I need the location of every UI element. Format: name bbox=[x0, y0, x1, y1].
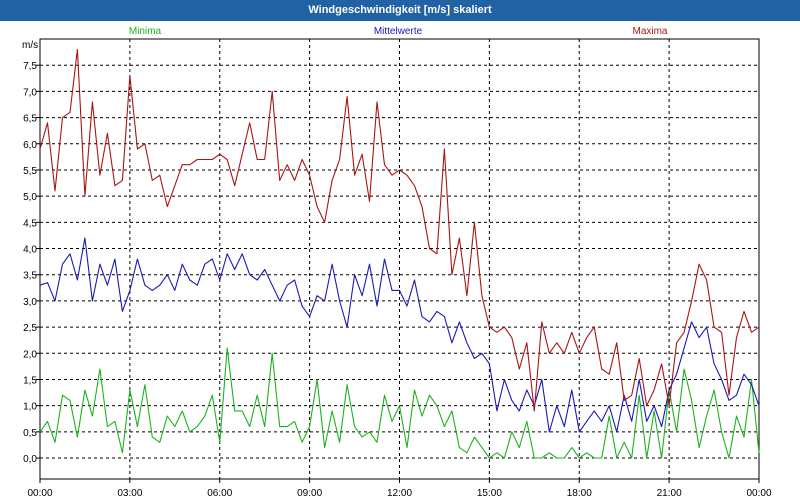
x-tick-time: 00:00 bbox=[27, 488, 52, 499]
series-line-mittelwerte bbox=[39, 237, 760, 433]
legend-maxima: Maxima bbox=[632, 26, 667, 37]
y-tick-label: 3,5 bbox=[23, 271, 37, 282]
y-tick-label: 7,0 bbox=[23, 87, 37, 98]
y-tick-label: 3,0 bbox=[23, 297, 37, 308]
legend: Minima Mittelwerte Maxima bbox=[129, 26, 668, 37]
x-tick-time: 18:00 bbox=[567, 488, 592, 499]
window-title: Windgeschwindigkeit [m/s] skaliert bbox=[0, 0, 800, 21]
y-tick-label: 4,0 bbox=[23, 245, 37, 256]
wind-speed-chart: 0,0 0,5 1,0 1,5 2,0 2,5 3,0 3,5 4,0 4,5 5,0 5,5 6,0 6… bbox=[22, 26, 772, 499]
y-axis-unit: m/s bbox=[22, 40, 38, 51]
y-tick-label: 4,5 bbox=[23, 218, 37, 229]
y-tick-label: 6,5 bbox=[23, 114, 37, 125]
legend-minima: Minima bbox=[129, 26, 162, 37]
x-axis: 00:0019.11.1903:0019.11.1906:0019.11.190… bbox=[27, 479, 772, 499]
y-tick-label: 6,0 bbox=[23, 140, 37, 151]
x-tick-time: 00:00 bbox=[746, 488, 771, 499]
x-tick-time: 12:00 bbox=[387, 488, 412, 499]
x-tick-time: 03:00 bbox=[117, 488, 142, 499]
y-tick-label: 7,5 bbox=[23, 61, 37, 72]
y-tick-label: 2,5 bbox=[23, 323, 37, 334]
y-tick-label: 1,5 bbox=[23, 375, 37, 386]
x-tick-time: 15:00 bbox=[477, 488, 502, 499]
y-tick-label: 2,0 bbox=[23, 349, 37, 360]
series-line-maxima bbox=[39, 48, 760, 412]
legend-mittelwerte: Mittelwerte bbox=[374, 26, 423, 37]
y-tick-label: 5,5 bbox=[23, 166, 37, 177]
x-tick-time: 21:00 bbox=[657, 488, 682, 499]
y-axis: 0,0 0,5 1,0 1,5 2,0 2,5 3,0 3,5 4,0 4,5 5,0 5,5 6,0 6… bbox=[23, 61, 40, 465]
x-tick-time: 06:00 bbox=[207, 488, 232, 499]
y-tick-label: 5,0 bbox=[23, 192, 37, 203]
y-tick-label: 0,5 bbox=[23, 428, 37, 439]
series-line-minima bbox=[39, 347, 760, 459]
series-lines bbox=[39, 48, 760, 459]
x-tick-time: 09:00 bbox=[297, 488, 322, 499]
y-tick-label: 1,0 bbox=[23, 402, 37, 413]
y-tick-label: 0,0 bbox=[23, 454, 37, 465]
